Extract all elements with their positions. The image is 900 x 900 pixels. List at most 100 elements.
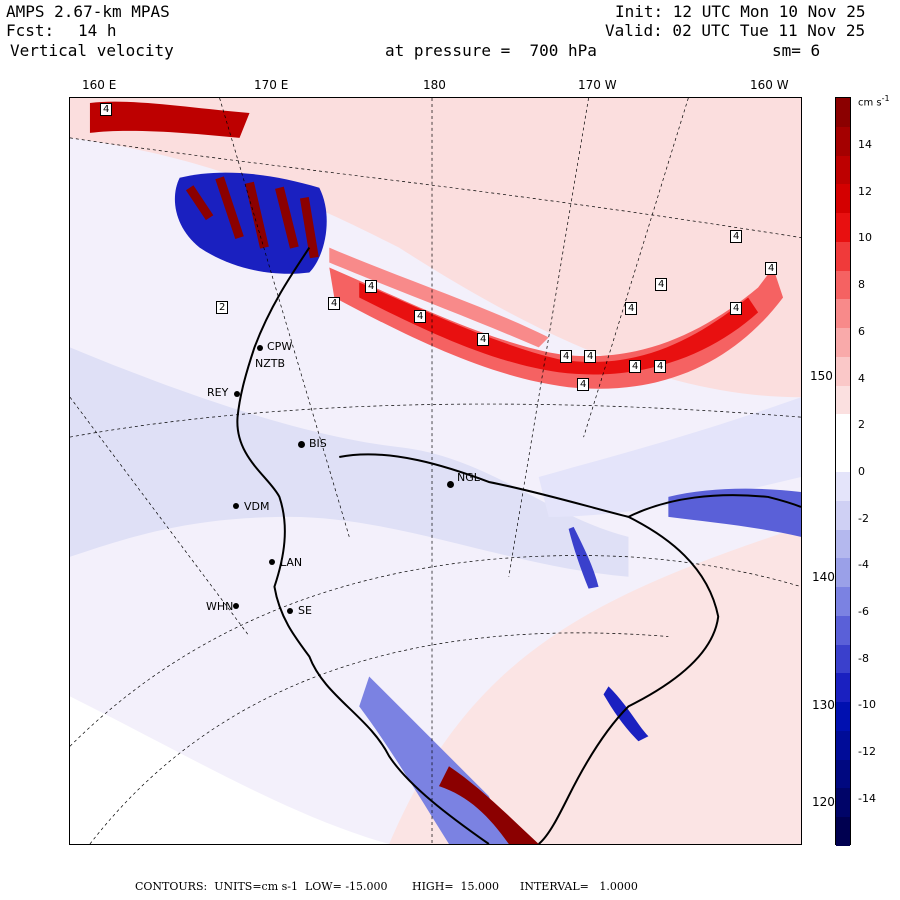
- colorbar-segment: [836, 356, 850, 387]
- lon-tick-180: 180: [423, 78, 446, 92]
- extremum-box: 4: [730, 302, 743, 315]
- forecast-label: Fcst:: [6, 21, 55, 40]
- colorbar-tick-label: 0: [858, 464, 865, 478]
- station-label-se: SE: [298, 604, 312, 617]
- colorbar-tick-label: -4: [858, 558, 869, 572]
- colorbar-segment: [836, 472, 850, 502]
- station-dot: [234, 391, 240, 397]
- extremum-box: 2: [216, 301, 229, 314]
- colorbar-segment: [836, 126, 850, 157]
- top-left-wave: [89, 101, 250, 138]
- colorbar-tick-label: 14: [858, 138, 872, 151]
- colorbar-segment: [836, 788, 850, 818]
- station-dot: [298, 441, 305, 448]
- station-label-lan: LAN: [280, 556, 303, 569]
- colorbar-segment: [836, 270, 850, 300]
- extremum-box: 4: [477, 333, 490, 346]
- station-label-vdm: VDM: [244, 500, 270, 513]
- e-wave-blue: [568, 526, 599, 589]
- upper-warm-region: [70, 98, 801, 398]
- missing-data-region: [70, 696, 390, 844]
- colorbar-segment: [836, 587, 850, 617]
- station-dot: [233, 503, 239, 509]
- graticule: [70, 98, 801, 844]
- bottom-wave-red: [438, 766, 539, 844]
- colorbar-segment: [836, 817, 850, 847]
- station-label-ngl: NGL: [457, 471, 480, 484]
- extremum-box: 4: [765, 262, 778, 275]
- coastline: [236, 247, 801, 844]
- lon-tick-170e: 170 E: [254, 78, 289, 92]
- lon-tick-170w: 170 W: [578, 78, 617, 92]
- colorbar-tick-label: 2: [858, 418, 865, 432]
- colorbar-segment: [836, 759, 850, 789]
- pressure-level: at pressure = 700 hPa: [385, 41, 597, 60]
- smoothing: sm= 6: [772, 41, 821, 60]
- colorbar-segment: [836, 730, 850, 761]
- colorbar-segment: [836, 529, 850, 559]
- east-edge-waves: [668, 488, 801, 537]
- colorbar-segment: [836, 615, 850, 646]
- central-cool-band: [70, 347, 629, 577]
- colorbar-segment: [836, 213, 850, 243]
- colorbar-segment: [836, 673, 850, 703]
- station-dot: [257, 345, 263, 351]
- colorbar-segment: [836, 98, 850, 128]
- colorbar-segment: [836, 299, 850, 329]
- extremum-box: 4: [414, 310, 427, 323]
- station-label-cpw: CPW: [267, 340, 293, 353]
- station-label-rey: REY: [207, 386, 229, 399]
- colorbar-segment: [836, 702, 850, 732]
- colorbar-tick-label: -8: [858, 651, 869, 665]
- extremum-box: 4: [654, 360, 667, 373]
- lon-tick-160e: 160 E: [82, 78, 117, 92]
- colorbar-tick-label: 10: [858, 231, 872, 245]
- lon-tick-160w: 160 W: [750, 78, 789, 92]
- colorbar-units: cm s-1: [858, 94, 890, 109]
- colorbar-segment: [836, 443, 850, 473]
- colorbar-segment: [836, 385, 850, 415]
- lower-right-warm-region: [389, 526, 801, 844]
- colorbar-tick-label: 12: [858, 184, 872, 198]
- extremum-box: 4: [328, 297, 341, 310]
- forecast-hours: 14 h: [78, 21, 117, 40]
- colorbar-tick-label: -6: [858, 605, 869, 618]
- colorbar-segment: [836, 500, 850, 531]
- extremum-box: 4: [730, 230, 743, 243]
- colorbar-segment: [836, 328, 850, 358]
- station-label-whn: WHN: [206, 600, 234, 613]
- colorbar-tick-label: -10: [858, 698, 876, 712]
- extremum-box: 4: [577, 378, 590, 391]
- ascent-streak: [329, 247, 549, 348]
- colorbar-segment: [836, 414, 850, 444]
- colorbar-tick-label: -14: [858, 791, 876, 805]
- contour-info: CONTOURS: UNITS=cm s-1 LOW= -15.000 HIGH…: [135, 880, 638, 893]
- colorbar-tick-label: -12: [858, 745, 876, 759]
- wave-cluster-red: [185, 176, 319, 259]
- valid-time: Valid: 02 UTC Tue 11 Nov 25: [605, 21, 866, 40]
- colorbar-tick-label: 6: [858, 324, 865, 338]
- station-label-nztb: NZTB: [255, 357, 286, 370]
- ascent-arc-inner: [359, 282, 759, 375]
- extremum-box: 4: [584, 350, 597, 363]
- se-wave-blue: [603, 686, 649, 742]
- extremum-box: 4: [629, 360, 642, 373]
- east-cool-band: [538, 397, 801, 517]
- colorbar: [835, 97, 851, 847]
- extremum-box: 4: [365, 280, 378, 293]
- init-time: Init: 12 UTC Mon 10 Nov 25: [615, 2, 866, 21]
- colorbar-tick-label: 4: [858, 371, 865, 385]
- station-label-bis: BIS: [309, 437, 327, 450]
- station-dot: [269, 559, 275, 565]
- station-dot: [233, 603, 239, 609]
- station-dot: [287, 608, 293, 614]
- vertical-velocity-map[interactable]: [69, 97, 802, 845]
- colorbar-tick-label: -2: [858, 511, 869, 525]
- extremum-box: 4: [100, 103, 113, 116]
- colorbar-segment: [836, 155, 850, 185]
- extremum-box: 4: [625, 302, 638, 315]
- colorbar-tick-label: 8: [858, 278, 865, 292]
- colorbar-segment: [836, 184, 850, 214]
- station-dot: [447, 481, 454, 488]
- colorbar-segment: [836, 241, 850, 272]
